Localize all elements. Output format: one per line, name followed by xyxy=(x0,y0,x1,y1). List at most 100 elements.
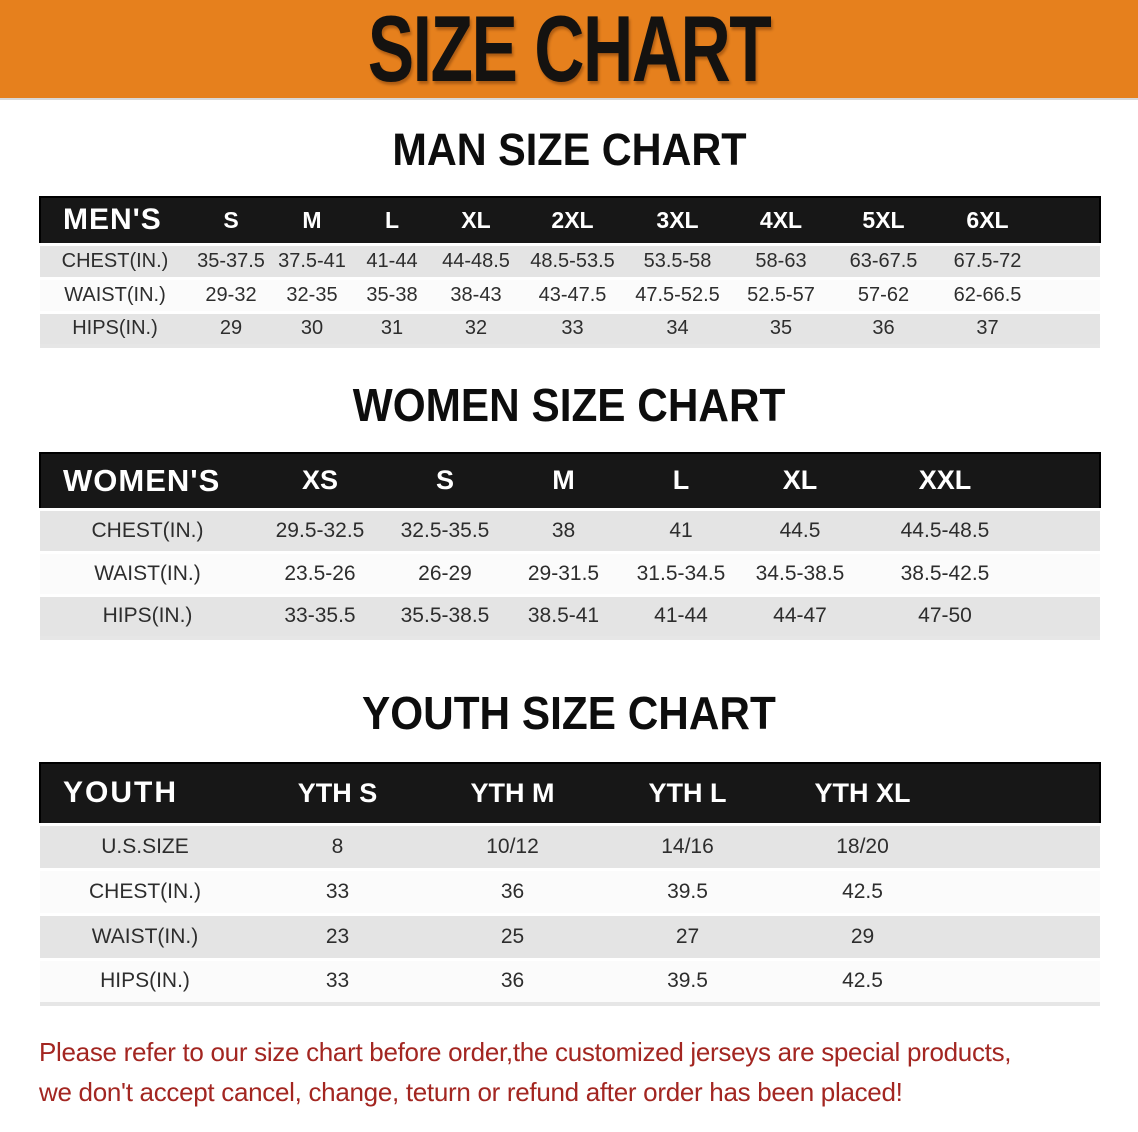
row-label: HIPS(IN.) xyxy=(72,317,158,340)
size-value: 31.5-34.5 xyxy=(636,561,726,585)
youth-header-row: YOUTH YTH S YTH M YTH L YTH XL xyxy=(40,763,1100,824)
women-section-heading-text: WOMEN SIZE CHART xyxy=(352,379,786,431)
size-value: 32-35 xyxy=(286,283,338,306)
youth-waist-row: WAIST(IN.) 23 25 27 29 xyxy=(40,914,1100,959)
spacer-cell xyxy=(1030,453,1100,509)
womens-column-header: XXL xyxy=(918,465,972,496)
size-value: 18/20 xyxy=(836,834,889,858)
mens-column-header: 5XL xyxy=(862,206,905,233)
womens-chest-row: CHEST(IN.) 29.5-32.5 32.5-35.5 38 41 44.… xyxy=(40,509,1100,552)
size-value: 33-35.5 xyxy=(284,604,356,628)
youth-size-table: YOUTH YTH S YTH M YTH L YTH XL U.S.SIZE … xyxy=(39,762,1101,1006)
women-section-heading: WOMEN SIZE CHART xyxy=(0,380,1138,430)
size-value: 33 xyxy=(325,969,350,993)
size-value: 52.5-57 xyxy=(747,283,815,306)
youth-column-header: YTH S xyxy=(297,777,378,808)
size-value: 38.5-42.5 xyxy=(900,561,990,585)
womens-corner-label: WOMEN'S xyxy=(63,462,221,498)
size-value: 57-62 xyxy=(857,283,910,306)
size-value: 58-63 xyxy=(755,249,807,272)
size-value: 41-44 xyxy=(366,249,418,272)
size-value: 29 xyxy=(219,317,243,340)
man-section-heading-text: MAN SIZE CHART xyxy=(391,124,747,175)
womens-column-header: XL xyxy=(782,465,818,496)
disclaimer-line-1: Please refer to our size chart before or… xyxy=(39,1037,1012,1067)
mens-column-header: 3XL xyxy=(656,206,699,233)
spacer-cell xyxy=(1030,509,1100,552)
mens-waist-row: WAIST(IN.) 29-32 32-35 35-38 38-43 43-47… xyxy=(40,278,1100,312)
man-section-heading: MAN SIZE CHART xyxy=(0,126,1138,174)
womens-column-header: L xyxy=(672,465,690,496)
size-value: 34 xyxy=(666,317,689,340)
mens-column-header: 2XL xyxy=(551,206,594,233)
size-value: 47.5-52.5 xyxy=(635,283,720,306)
row-label: WAIST(IN.) xyxy=(64,283,166,306)
size-value: 39.5 xyxy=(667,969,708,993)
row-label: HIPS(IN.) xyxy=(100,969,190,993)
spacer-cell xyxy=(950,959,1100,1004)
youth-ussize-row: U.S.SIZE 8 10/12 14/16 18/20 xyxy=(40,824,1100,869)
spacer-cell xyxy=(950,869,1100,914)
size-value: 32.5-35.5 xyxy=(400,518,490,542)
mens-column-header: XL xyxy=(461,206,491,233)
mens-column-header: 4XL xyxy=(759,206,803,233)
size-value: 8 xyxy=(331,834,344,858)
womens-header-row: WOMEN'S XS S M L XL XXL xyxy=(40,453,1100,509)
womens-size-table: WOMEN'S XS S M L XL XXL CHEST(IN.) 29.5-… xyxy=(39,452,1101,640)
size-value: 35-37.5 xyxy=(197,249,265,272)
row-label: U.S.SIZE xyxy=(101,834,189,858)
youth-column-header: YTH XL xyxy=(814,777,911,808)
disclaimer-note: Please refer to our size chart before or… xyxy=(39,1032,1138,1112)
spacer-cell xyxy=(950,824,1100,869)
mens-column-header: M xyxy=(302,206,322,233)
banner-title: SIZE CHART xyxy=(367,0,772,101)
size-value: 30 xyxy=(300,317,324,340)
row-label: HIPS(IN.) xyxy=(102,604,193,628)
size-value: 32 xyxy=(464,317,488,340)
row-label: CHEST(IN.) xyxy=(91,518,204,542)
size-value: 44.5-48.5 xyxy=(900,518,990,542)
mens-hips-row: HIPS(IN.) 29 30 31 32 33 34 35 36 37 xyxy=(40,312,1100,346)
size-value: 42.5 xyxy=(842,969,883,993)
mens-column-header: S xyxy=(223,206,239,233)
row-label: WAIST(IN.) xyxy=(91,924,199,948)
size-value: 33 xyxy=(325,879,350,903)
row-label: WAIST(IN.) xyxy=(94,561,201,585)
youth-hips-row: HIPS(IN.) 33 36 39.5 42.5 xyxy=(40,959,1100,1004)
mens-column-header: L xyxy=(384,206,400,233)
womens-hips-row: HIPS(IN.) 33-35.5 35.5-38.5 38.5-41 41-4… xyxy=(40,595,1100,638)
row-label: CHEST(IN.) xyxy=(61,249,169,272)
size-value: 23.5-26 xyxy=(284,561,356,585)
womens-waist-row: WAIST(IN.) 23.5-26 26-29 29-31.5 31.5-34… xyxy=(40,552,1100,595)
youth-chest-row: CHEST(IN.) 33 36 39.5 42.5 xyxy=(40,869,1100,914)
youth-corner-label: YOUTH xyxy=(63,776,178,810)
spacer-cell xyxy=(1040,278,1100,312)
spacer-cell xyxy=(1030,595,1100,638)
youth-column-header: YTH M xyxy=(470,777,555,808)
size-value: 36 xyxy=(872,317,895,340)
size-value: 67.5-72 xyxy=(953,249,1022,272)
size-value: 10/12 xyxy=(486,834,539,858)
mens-column-header: 6XL xyxy=(966,206,1009,233)
mens-header-row: MEN'S S M L XL 2XL 3XL 4XL 5XL 6XL xyxy=(40,197,1100,244)
size-value: 42.5 xyxy=(842,879,883,903)
size-value: 34.5-38.5 xyxy=(755,561,845,585)
size-value: 29.5-32.5 xyxy=(275,518,365,542)
size-value: 39.5 xyxy=(667,879,708,903)
spacer-cell xyxy=(950,914,1100,959)
size-value: 38-43 xyxy=(450,283,502,306)
size-value: 29-31.5 xyxy=(527,561,600,585)
spacer-cell xyxy=(1030,552,1100,595)
size-value: 44-47 xyxy=(773,604,827,628)
womens-column-header: S xyxy=(435,465,454,496)
size-value: 26-29 xyxy=(418,561,472,585)
mens-corner-label: MEN'S xyxy=(63,203,162,237)
size-value: 27 xyxy=(675,924,700,948)
womens-column-header: XS xyxy=(301,465,339,496)
size-value: 63-67.5 xyxy=(849,249,918,272)
size-value: 23 xyxy=(325,924,350,948)
size-value: 29 xyxy=(850,924,875,948)
size-value: 38 xyxy=(551,518,576,542)
size-value: 62-66.5 xyxy=(953,283,1022,306)
